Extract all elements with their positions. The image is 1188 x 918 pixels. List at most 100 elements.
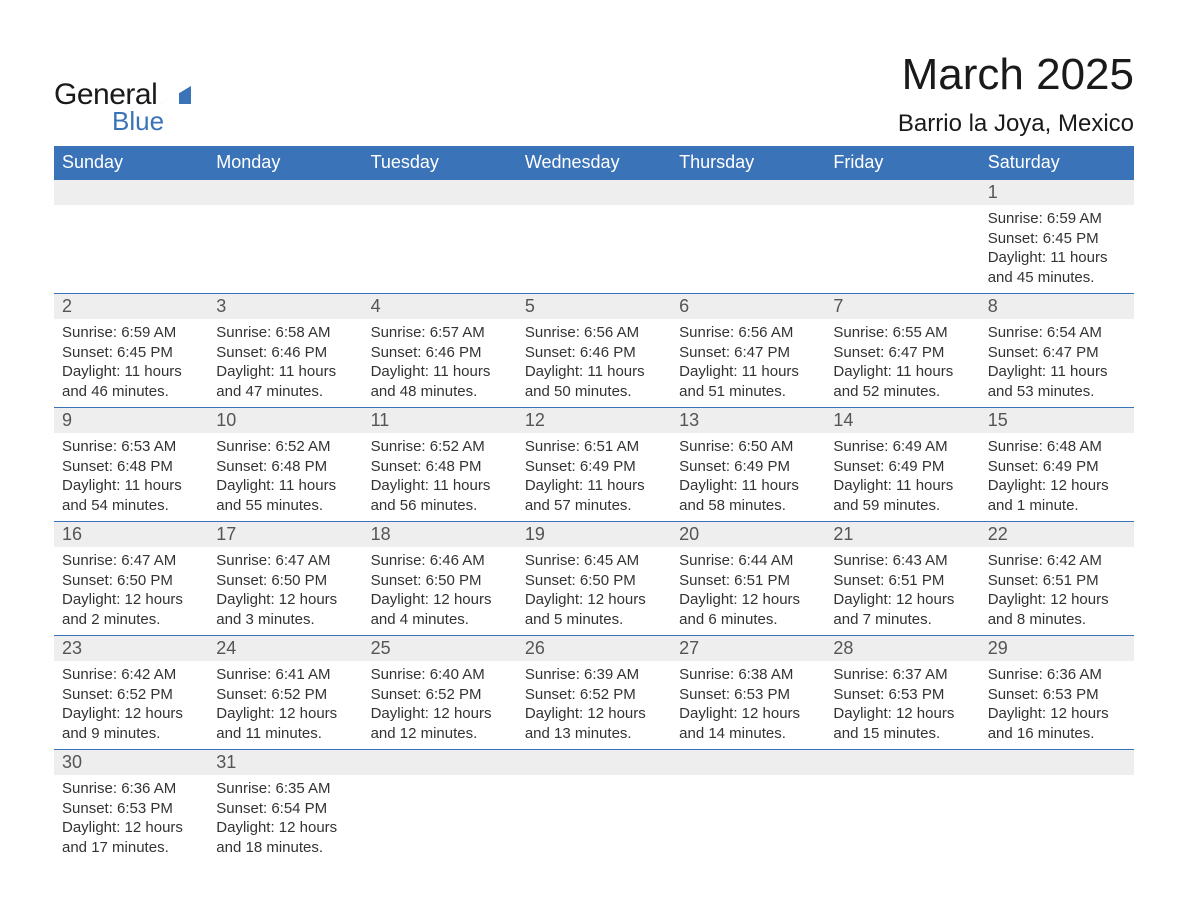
daylight-text: Daylight: 11 hours and 46 minutes. bbox=[62, 362, 200, 401]
daylight-text: Daylight: 12 hours and 9 minutes. bbox=[62, 704, 200, 743]
sunset-text: Sunset: 6:51 PM bbox=[833, 571, 971, 591]
sunrise-text: Sunrise: 6:47 AM bbox=[216, 551, 354, 571]
calendar-day-detail: Sunrise: 6:47 AMSunset: 6:50 PMDaylight:… bbox=[54, 547, 208, 635]
sunrise-text: Sunrise: 6:45 AM bbox=[525, 551, 663, 571]
sunrise-text: Sunrise: 6:42 AM bbox=[62, 665, 200, 685]
calendar-day-number: 2 bbox=[54, 293, 208, 319]
calendar-body: 1Sunrise: 6:59 AMSunset: 6:45 PMDaylight… bbox=[54, 179, 1134, 863]
page-title: March 2025 bbox=[898, 50, 1134, 100]
day-header: Saturday bbox=[980, 146, 1134, 179]
sunset-text: Sunset: 6:51 PM bbox=[988, 571, 1126, 591]
daylight-text: Daylight: 11 hours and 53 minutes. bbox=[988, 362, 1126, 401]
calendar-day-number: 29 bbox=[980, 635, 1134, 661]
calendar-day-number: 12 bbox=[517, 407, 671, 433]
calendar-day-detail: Sunrise: 6:54 AMSunset: 6:47 PMDaylight:… bbox=[980, 319, 1134, 407]
sunset-text: Sunset: 6:53 PM bbox=[988, 685, 1126, 705]
calendar-day-number bbox=[671, 749, 825, 775]
sunset-text: Sunset: 6:49 PM bbox=[833, 457, 971, 477]
daylight-text: Daylight: 11 hours and 50 minutes. bbox=[525, 362, 663, 401]
calendar-day-number: 5 bbox=[517, 293, 671, 319]
calendar-day-number: 6 bbox=[671, 293, 825, 319]
calendar-day-number: 31 bbox=[208, 749, 362, 775]
calendar-day-detail bbox=[825, 205, 979, 293]
calendar-day-number: 4 bbox=[363, 293, 517, 319]
calendar-day-detail bbox=[671, 205, 825, 293]
sunset-text: Sunset: 6:47 PM bbox=[679, 343, 817, 363]
calendar-day-detail: Sunrise: 6:52 AMSunset: 6:48 PMDaylight:… bbox=[363, 433, 517, 521]
daylight-text: Daylight: 12 hours and 6 minutes. bbox=[679, 590, 817, 629]
sunset-text: Sunset: 6:50 PM bbox=[216, 571, 354, 591]
sunset-text: Sunset: 6:53 PM bbox=[62, 799, 200, 819]
calendar-day-number bbox=[980, 749, 1134, 775]
calendar-day-number: 8 bbox=[980, 293, 1134, 319]
sunrise-text: Sunrise: 6:47 AM bbox=[62, 551, 200, 571]
calendar-day-number: 10 bbox=[208, 407, 362, 433]
sunset-text: Sunset: 6:49 PM bbox=[988, 457, 1126, 477]
calendar-day-detail: Sunrise: 6:35 AMSunset: 6:54 PMDaylight:… bbox=[208, 775, 362, 863]
sunrise-text: Sunrise: 6:48 AM bbox=[988, 437, 1126, 457]
daylight-text: Daylight: 12 hours and 1 minute. bbox=[988, 476, 1126, 515]
calendar-day-number bbox=[825, 749, 979, 775]
daylight-text: Daylight: 12 hours and 15 minutes. bbox=[833, 704, 971, 743]
calendar-day-detail: Sunrise: 6:59 AMSunset: 6:45 PMDaylight:… bbox=[54, 319, 208, 407]
daylight-text: Daylight: 12 hours and 7 minutes. bbox=[833, 590, 971, 629]
sunset-text: Sunset: 6:46 PM bbox=[216, 343, 354, 363]
sunrise-text: Sunrise: 6:46 AM bbox=[371, 551, 509, 571]
daylight-text: Daylight: 12 hours and 4 minutes. bbox=[371, 590, 509, 629]
daylight-text: Daylight: 11 hours and 52 minutes. bbox=[833, 362, 971, 401]
day-header: Sunday bbox=[54, 146, 208, 179]
calendar-day-number bbox=[54, 179, 208, 205]
daylight-text: Daylight: 11 hours and 56 minutes. bbox=[371, 476, 509, 515]
daylight-text: Daylight: 12 hours and 17 minutes. bbox=[62, 818, 200, 857]
calendar-day-detail: Sunrise: 6:59 AMSunset: 6:45 PMDaylight:… bbox=[980, 205, 1134, 293]
calendar-day-number bbox=[825, 179, 979, 205]
page-subtitle: Barrio la Joya, Mexico bbox=[898, 110, 1134, 138]
calendar-day-number: 30 bbox=[54, 749, 208, 775]
calendar-day-number: 25 bbox=[363, 635, 517, 661]
sunrise-text: Sunrise: 6:44 AM bbox=[679, 551, 817, 571]
calendar-day-detail bbox=[825, 775, 979, 863]
sunset-text: Sunset: 6:52 PM bbox=[525, 685, 663, 705]
sunset-text: Sunset: 6:48 PM bbox=[62, 457, 200, 477]
calendar-day-detail bbox=[363, 775, 517, 863]
sunset-text: Sunset: 6:46 PM bbox=[525, 343, 663, 363]
sunrise-text: Sunrise: 6:41 AM bbox=[216, 665, 354, 685]
daylight-text: Daylight: 12 hours and 2 minutes. bbox=[62, 590, 200, 629]
sunrise-text: Sunrise: 6:53 AM bbox=[62, 437, 200, 457]
calendar-day-number: 17 bbox=[208, 521, 362, 547]
calendar-day-detail: Sunrise: 6:52 AMSunset: 6:48 PMDaylight:… bbox=[208, 433, 362, 521]
daylight-text: Daylight: 12 hours and 16 minutes. bbox=[988, 704, 1126, 743]
calendar-day-number: 14 bbox=[825, 407, 979, 433]
sunrise-text: Sunrise: 6:39 AM bbox=[525, 665, 663, 685]
sunset-text: Sunset: 6:49 PM bbox=[679, 457, 817, 477]
calendar-day-detail bbox=[671, 775, 825, 863]
daylight-text: Daylight: 12 hours and 8 minutes. bbox=[988, 590, 1126, 629]
sunset-text: Sunset: 6:53 PM bbox=[833, 685, 971, 705]
calendar-day-detail bbox=[980, 775, 1134, 863]
daylight-text: Daylight: 11 hours and 55 minutes. bbox=[216, 476, 354, 515]
calendar-day-detail: Sunrise: 6:36 AMSunset: 6:53 PMDaylight:… bbox=[54, 775, 208, 863]
sunrise-text: Sunrise: 6:37 AM bbox=[833, 665, 971, 685]
sunrise-text: Sunrise: 6:36 AM bbox=[988, 665, 1126, 685]
daylight-text: Daylight: 12 hours and 14 minutes. bbox=[679, 704, 817, 743]
daylight-text: Daylight: 12 hours and 18 minutes. bbox=[216, 818, 354, 857]
calendar-day-number: 24 bbox=[208, 635, 362, 661]
sunrise-text: Sunrise: 6:50 AM bbox=[679, 437, 817, 457]
sunrise-text: Sunrise: 6:57 AM bbox=[371, 323, 509, 343]
sunrise-text: Sunrise: 6:59 AM bbox=[62, 323, 200, 343]
sunset-text: Sunset: 6:45 PM bbox=[988, 229, 1126, 249]
calendar-day-detail bbox=[517, 205, 671, 293]
calendar-day-detail: Sunrise: 6:57 AMSunset: 6:46 PMDaylight:… bbox=[363, 319, 517, 407]
sunrise-text: Sunrise: 6:55 AM bbox=[833, 323, 971, 343]
sunset-text: Sunset: 6:54 PM bbox=[216, 799, 354, 819]
calendar-day-detail: Sunrise: 6:50 AMSunset: 6:49 PMDaylight:… bbox=[671, 433, 825, 521]
sunset-text: Sunset: 6:50 PM bbox=[525, 571, 663, 591]
calendar-day-number: 21 bbox=[825, 521, 979, 547]
calendar-day-number: 11 bbox=[363, 407, 517, 433]
calendar-day-detail: Sunrise: 6:40 AMSunset: 6:52 PMDaylight:… bbox=[363, 661, 517, 749]
calendar-day-number: 27 bbox=[671, 635, 825, 661]
calendar-day-number: 20 bbox=[671, 521, 825, 547]
calendar: Sunday Monday Tuesday Wednesday Thursday… bbox=[54, 146, 1134, 863]
sunset-text: Sunset: 6:50 PM bbox=[62, 571, 200, 591]
calendar-day-detail: Sunrise: 6:44 AMSunset: 6:51 PMDaylight:… bbox=[671, 547, 825, 635]
